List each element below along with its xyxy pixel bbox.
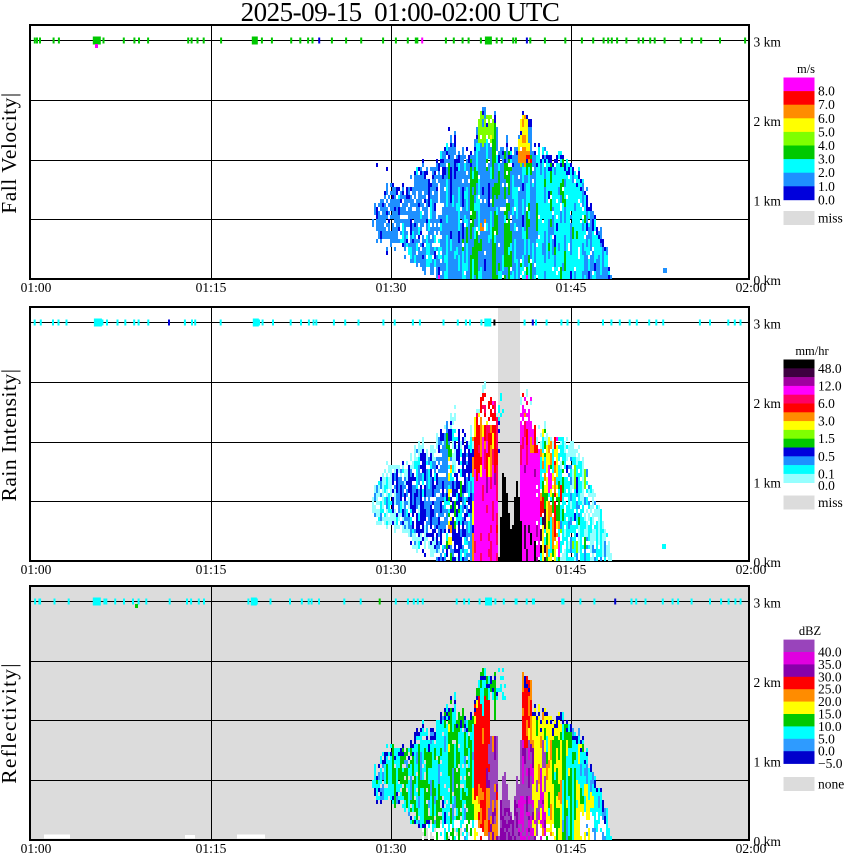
svg-text:8.0: 8.0 [818, 84, 835, 99]
svg-text:1.0: 1.0 [818, 179, 835, 194]
svg-text:2 km: 2 km [754, 396, 782, 411]
svg-text:35.0: 35.0 [818, 657, 842, 672]
svg-text:48.0: 48.0 [818, 361, 842, 376]
svg-text:4.0: 4.0 [818, 138, 835, 153]
svg-text:3.0: 3.0 [818, 414, 835, 429]
svg-text:2 km: 2 km [754, 675, 782, 690]
svg-text:6.0: 6.0 [818, 396, 835, 411]
svg-text:0 km: 0 km [754, 273, 782, 288]
svg-text:01:30: 01:30 [376, 562, 407, 577]
svg-text:0.0: 0.0 [818, 478, 835, 493]
svg-text:Reflectivity|: Reflectivity| [0, 662, 21, 783]
svg-text:02:00: 02:00 [736, 280, 767, 295]
svg-text:01:15: 01:15 [196, 841, 227, 856]
svg-text:2.0: 2.0 [818, 165, 835, 180]
svg-text:0.1: 0.1 [818, 466, 835, 481]
svg-text:25.0: 25.0 [818, 682, 842, 697]
svg-text:40.0: 40.0 [818, 645, 842, 660]
svg-text:5.0: 5.0 [818, 124, 835, 139]
svg-text:01:00: 01:00 [21, 841, 52, 856]
svg-text:2025-09-15 01:00-02:00 UTC: 2025-09-15 01:00-02:00 UTC [241, 0, 560, 27]
svg-text:01:45: 01:45 [556, 562, 587, 577]
svg-text:none: none [818, 777, 844, 792]
svg-text:01:30: 01:30 [376, 841, 407, 856]
svg-text:0 km: 0 km [754, 555, 782, 570]
svg-text:02:00: 02:00 [736, 562, 767, 577]
svg-text:2 km: 2 km [754, 114, 782, 129]
svg-text:01:45: 01:45 [556, 280, 587, 295]
svg-text:Rain Intensity|: Rain Intensity| [0, 368, 21, 501]
svg-text:20.0: 20.0 [818, 694, 842, 709]
svg-text:0.5: 0.5 [818, 449, 835, 464]
svg-text:15.0: 15.0 [818, 707, 842, 722]
svg-text:0.0: 0.0 [818, 744, 835, 759]
svg-text:dBZ: dBZ [799, 624, 821, 638]
svg-text:1 km: 1 km [754, 476, 782, 491]
svg-text:01:00: 01:00 [21, 280, 52, 295]
svg-text:1 km: 1 km [754, 755, 782, 770]
svg-text:3 km: 3 km [754, 317, 782, 332]
svg-text:02:00: 02:00 [736, 841, 767, 856]
svg-text:Fall Velocity|: Fall Velocity| [0, 92, 21, 213]
svg-text:01:45: 01:45 [556, 841, 587, 856]
svg-text:6.0: 6.0 [818, 111, 835, 126]
svg-text:01:00: 01:00 [21, 562, 52, 577]
svg-text:mm/hr: mm/hr [795, 344, 829, 358]
svg-text:m/s: m/s [797, 62, 815, 76]
svg-text:01:15: 01:15 [196, 280, 227, 295]
svg-text:7.0: 7.0 [818, 97, 835, 112]
svg-text:3 km: 3 km [754, 596, 782, 611]
svg-text:miss: miss [818, 495, 843, 510]
svg-text:12.0: 12.0 [818, 378, 842, 393]
svg-text:3 km: 3 km [754, 35, 782, 50]
svg-text:5.0: 5.0 [818, 731, 835, 746]
svg-text:01:15: 01:15 [196, 562, 227, 577]
svg-text:1.5: 1.5 [818, 431, 835, 446]
svg-text:30.0: 30.0 [818, 669, 842, 684]
svg-text:1 km: 1 km [754, 194, 782, 209]
svg-text:3.0: 3.0 [818, 152, 835, 167]
svg-text:0.0: 0.0 [818, 192, 835, 207]
svg-text:−5.0: −5.0 [818, 756, 843, 771]
svg-text:miss: miss [818, 211, 843, 226]
svg-text:10.0: 10.0 [818, 719, 842, 734]
svg-text:0 km: 0 km [754, 834, 782, 849]
svg-text:01:30: 01:30 [376, 280, 407, 295]
